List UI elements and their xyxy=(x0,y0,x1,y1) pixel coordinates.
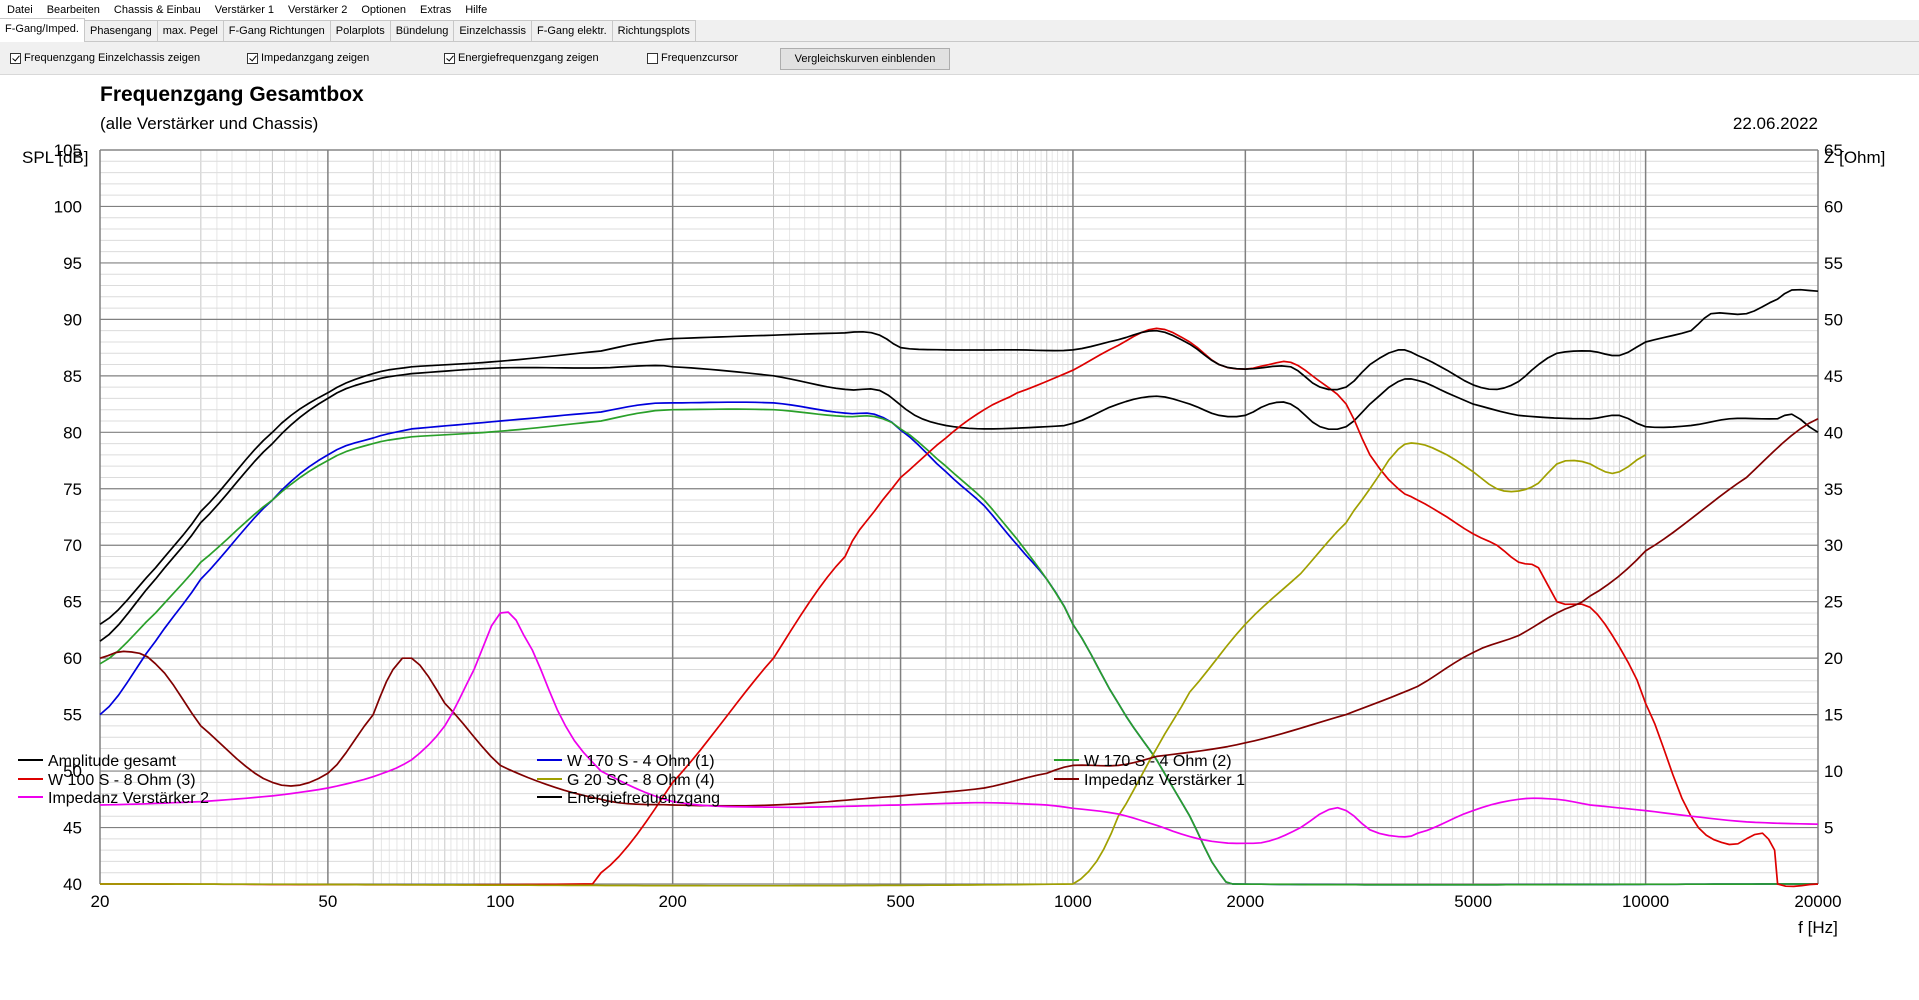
series-line-5 xyxy=(99,418,1819,807)
legend-label-0: Amplitude gesamt xyxy=(48,753,177,770)
y2-tick-label: 55 xyxy=(1824,254,1843,273)
y-tick-label: 50 xyxy=(63,762,82,781)
x-tick-label: 10000 xyxy=(1622,892,1669,911)
x-tick-label: 100 xyxy=(486,892,514,911)
menu-bar: Datei Bearbeiten Chassis & Einbau Verstärke… xyxy=(0,0,1919,20)
legend-label-5: Impedanz Verstärker 1 xyxy=(1084,772,1245,789)
x-axis-label: f [Hz] xyxy=(1798,918,1838,937)
y-tick-label: 80 xyxy=(63,423,82,442)
tab-3[interactable]: F-Gang Richtungen xyxy=(222,20,331,41)
y-tick-label: 105 xyxy=(54,141,82,160)
tab-2[interactable]: max. Pegel xyxy=(156,20,224,41)
series-line-7 xyxy=(99,288,1819,626)
menu-item-1[interactable]: Bearbeiten xyxy=(46,4,100,16)
series-line-6 xyxy=(99,611,1819,845)
legend-label-4: G 20 SC - 8 Ohm (4) xyxy=(567,772,715,789)
chart-date: 22.06.2022 xyxy=(1733,114,1818,133)
y-tick-label: 75 xyxy=(63,480,82,499)
chart-subtitle: (alle Verstärker und Chassis) xyxy=(100,114,318,133)
y2-tick-label: 50 xyxy=(1824,310,1843,329)
y2-tick-label: 15 xyxy=(1824,706,1843,725)
x-tick-label: 200 xyxy=(658,892,686,911)
x-tick-label: 20000 xyxy=(1794,892,1841,911)
checkbox-label: Impedanzgang zeigen xyxy=(261,52,370,64)
legend-label-3: W 100 S - 8 Ohm (3) xyxy=(48,772,196,789)
checkbox-label: Frequenzgang Einzelchassis zeigen xyxy=(24,52,201,64)
legend-label-6: Impedanz Verstärker 2 xyxy=(48,790,209,807)
toolbar: Frequenzgang Einzelchassis zeigen Impeda… xyxy=(0,42,1919,75)
checkbox-label: Frequenzcursor xyxy=(661,52,739,64)
tab-1[interactable]: Phasengang xyxy=(83,20,158,41)
series-line-1 xyxy=(99,401,1818,886)
y-tick-label: 60 xyxy=(63,649,82,668)
tab-4[interactable]: Polarplots xyxy=(329,20,391,41)
checkbox-impedanzgang[interactable]: Impedanzgang zeigen xyxy=(247,52,369,64)
frequency-response-chart: Frequenzgang Gesamtbox (alle Verstärker u… xyxy=(18,83,1885,937)
y2-tick-label: 40 xyxy=(1824,423,1843,442)
checkbox-box[interactable] xyxy=(647,52,658,64)
x-tick-label: 2000 xyxy=(1226,892,1264,911)
legend-label-7: Energiefrequenzgang xyxy=(567,790,720,807)
x-tick-label: 1000 xyxy=(1054,892,1092,911)
checkbox-frequenzcursor[interactable]: Frequenzcursor xyxy=(647,52,738,64)
menu-item-5[interactable]: Optionen xyxy=(361,4,407,16)
tab-5[interactable]: Bündelung xyxy=(389,20,455,41)
tab-7[interactable]: F-Gang elektr. xyxy=(530,20,613,41)
y-tick-label: 55 xyxy=(63,706,82,725)
menu-item-6[interactable]: Extras xyxy=(420,4,452,16)
y2-tick-label: 5 xyxy=(1824,819,1833,838)
menu-item-0[interactable]: Datei xyxy=(7,4,33,16)
series-line-4 xyxy=(100,442,1647,887)
y-tick-label: 65 xyxy=(63,593,82,612)
checkbox-label: Energiefrequenzgang zeigen xyxy=(458,52,599,64)
y-tick-label: 70 xyxy=(63,536,82,555)
legend-label-1: W 170 S - 4 Ohm (1) xyxy=(567,753,715,770)
y2-tick-label: 45 xyxy=(1824,367,1843,386)
menu-item-7[interactable]: Hilfe xyxy=(465,4,488,16)
y2-tick-label: 35 xyxy=(1824,480,1843,499)
tab-6[interactable]: Einzelchassis xyxy=(453,20,532,41)
x-tick-label: 50 xyxy=(318,892,337,911)
series-line-2 xyxy=(99,408,1818,886)
y-tick-label: 85 xyxy=(63,367,82,386)
x-tick-label: 500 xyxy=(886,892,914,911)
y2-tick-label: 10 xyxy=(1824,762,1843,781)
series-line-0 xyxy=(99,364,1819,642)
tab-8[interactable]: Richtungsplots xyxy=(611,20,696,41)
y2-axis-label: Z [Ohm] xyxy=(1824,148,1885,167)
checkbox-box[interactable] xyxy=(10,52,21,64)
checkbox-box[interactable] xyxy=(247,52,258,64)
y-tick-label: 45 xyxy=(63,819,82,838)
y-tick-label: 40 xyxy=(63,875,82,894)
legend-label-2: W 170 S - 4 Ohm (2) xyxy=(1084,753,1232,770)
chart-title: Frequenzgang Gesamtbox xyxy=(100,83,364,106)
checkbox-box[interactable] xyxy=(444,52,455,64)
y-axis-label: SPL [dB] xyxy=(22,148,88,167)
y-tick-label: 95 xyxy=(63,254,82,273)
menu-item-3[interactable]: Verstärker 1 xyxy=(214,4,275,16)
x-tick-label: 20 xyxy=(91,892,110,911)
y-tick-label: 90 xyxy=(63,310,82,329)
tab-bar: F-Gang/Imped. Phasengang max. Pegel F-Gang … xyxy=(0,18,1919,42)
y2-tick-label: 30 xyxy=(1824,536,1843,555)
vergleichskurven-button[interactable]: Vergleichskurven einblenden xyxy=(780,48,950,70)
checkbox-energiefrequenzgang[interactable]: Energiefrequenzgang zeigen xyxy=(444,52,599,64)
x-tick-label: 5000 xyxy=(1454,892,1492,911)
y2-tick-label: 65 xyxy=(1824,141,1843,160)
y2-tick-label: 25 xyxy=(1824,593,1843,612)
y-tick-label: 100 xyxy=(54,197,82,216)
y2-tick-label: 20 xyxy=(1824,649,1843,668)
menu-item-2[interactable]: Chassis & Einbau xyxy=(113,4,201,16)
tab-0[interactable]: F-Gang/Imped. xyxy=(0,18,85,42)
menu-item-4[interactable]: Verstärker 2 xyxy=(288,4,348,16)
checkbox-einzelchassis[interactable]: Frequenzgang Einzelchassis zeigen xyxy=(10,52,200,64)
y2-tick-label: 60 xyxy=(1824,197,1843,216)
